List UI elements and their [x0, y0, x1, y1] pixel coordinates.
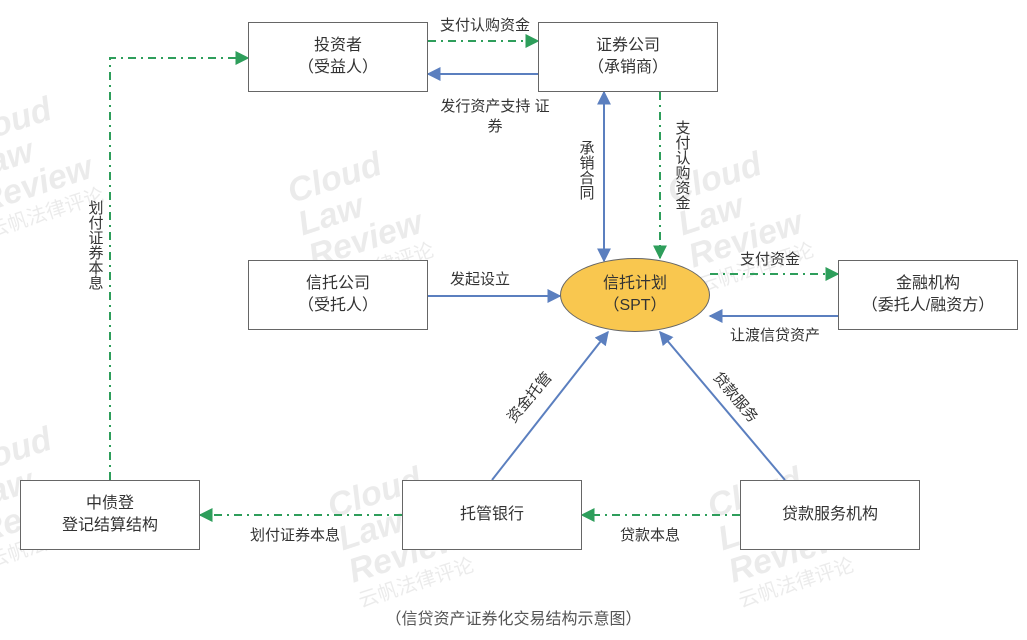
node-label: 信托计划	[603, 273, 667, 295]
node-investor: 投资者 （受益人）	[248, 22, 428, 92]
node-sublabel: （委托人/融资方）	[862, 295, 994, 317]
label-establish: 发起设立	[450, 270, 510, 290]
label-pay-funds: 支付资金	[740, 250, 800, 270]
node-label: 金融机构	[896, 273, 960, 295]
edge-pay-principal-2	[110, 58, 248, 480]
node-sublabel: （受益人）	[298, 57, 378, 79]
node-label: 投资者	[314, 35, 362, 57]
label-pay-principal-2: 划付证券本息	[85, 200, 105, 290]
label-loan-service: 贷款服务	[708, 368, 762, 427]
node-custodian: 托管银行	[402, 480, 582, 550]
node-securities: 证券公司 （承销商）	[538, 22, 718, 92]
label-pay-subscription: 支付认购资金	[440, 16, 530, 36]
node-spt: 信托计划 （SPT）	[560, 258, 710, 332]
node-label: 贷款服务机构	[782, 504, 878, 526]
label-pay-principal-1: 划付证券本息	[250, 526, 340, 546]
diagram-caption: （信贷资产证券化交易结构示意图）	[0, 605, 1027, 629]
node-sublabel: （受托人）	[298, 295, 378, 317]
node-label: 托管银行	[460, 504, 524, 526]
edge-loan-service	[660, 332, 785, 480]
label-pay-subscription-2: 支付认购资金	[672, 120, 692, 210]
node-trustco: 信托公司 （受托人）	[248, 260, 428, 330]
node-sublabel: （SPT）	[603, 295, 666, 317]
node-sublabel: （承销商）	[588, 57, 668, 79]
node-label: 中债登	[86, 493, 134, 515]
node-finance: 金融机构 （委托人/融资方）	[838, 260, 1018, 330]
node-loansvc: 贷款服务机构	[740, 480, 920, 550]
label-custody: 资金托管	[503, 368, 557, 427]
label-underwriting: 承销合同	[576, 140, 596, 200]
label-loan-principal: 贷款本息	[620, 526, 680, 546]
node-sublabel: 登记结算结构	[62, 515, 158, 537]
node-label: 信托公司	[306, 273, 370, 295]
label-issue-abs: 发行资产支持 证券	[440, 97, 550, 136]
node-label: 证券公司	[596, 35, 660, 57]
node-csdc: 中债登 登记结算结构	[20, 480, 200, 550]
label-transfer-assets: 让渡信贷资产	[730, 326, 820, 346]
